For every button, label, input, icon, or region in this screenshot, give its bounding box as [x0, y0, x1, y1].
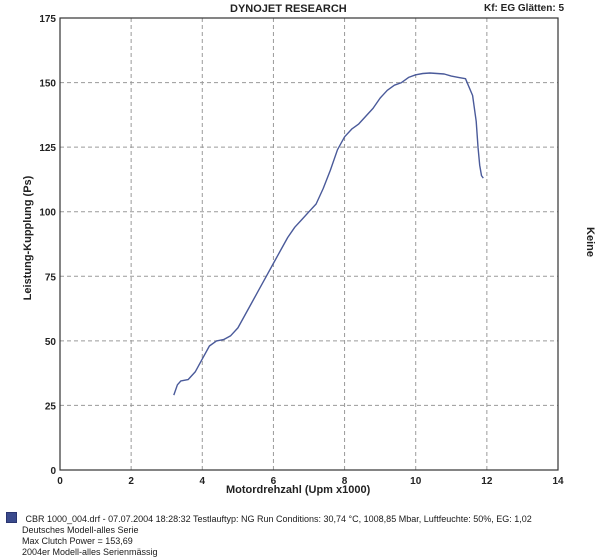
chart-title: DYNOJET RESEARCH [230, 3, 347, 15]
x-tick-label: 14 [552, 476, 564, 487]
x-tick-label: 10 [410, 476, 422, 487]
series-line-power [173, 72, 484, 396]
y-tick-label: 175 [39, 14, 56, 25]
y-tick-label: 0 [50, 466, 56, 477]
legend-model-line: Deutsches Modell-alles Serie [22, 525, 139, 535]
x-tick-label: 8 [342, 476, 348, 487]
x-tick-label: 2 [128, 476, 134, 487]
x-axis-label: Motordrehzahl (Upm x1000) [226, 484, 371, 496]
dyno-chart: 0 2 4 6 8 10 12 14 0 25 50 75 100 125 150 175 [39, 14, 564, 487]
plot-frame [59, 17, 559, 471]
x-tick-label: 6 [271, 476, 277, 487]
legend-swatch [6, 512, 17, 523]
header-settings-label: Kf: EG Glätten: 5 [484, 3, 565, 14]
y-tick-label: 25 [45, 401, 57, 412]
y-tick-label: 150 [39, 79, 56, 90]
x-tick-label: 4 [200, 476, 206, 487]
legend: CBR 1000_004.drf - 07.07.2004 18:28:32 T… [6, 512, 596, 558]
x-tick-label: 12 [481, 476, 493, 487]
axis-ticks: 0 2 4 6 8 10 12 14 0 25 50 75 100 125 150 175 [39, 14, 564, 487]
legend-note-line: 2004er Modell-alles Serienmässig [22, 547, 158, 557]
y-tick-label: 50 [45, 337, 57, 348]
y-tick-label: 75 [45, 272, 57, 283]
series-layer [173, 72, 484, 396]
legend-max-power-line: Max Clutch Power = 153,69 [22, 536, 133, 546]
x-tick-label: 0 [57, 476, 63, 487]
legend-file-line: CBR 1000_004.drf - 07.07.2004 18:28:32 T… [25, 514, 532, 524]
y-axis-label: Leistung-Kupplung (Ps) [22, 175, 34, 301]
grid-lines [60, 18, 558, 470]
legend-entry: CBR 1000_004.drf - 07.07.2004 18:28:32 T… [6, 512, 596, 525]
y-tick-label: 100 [39, 208, 56, 219]
y-tick-label: 125 [39, 143, 56, 154]
secondary-y-axis-label: Keine [584, 227, 596, 257]
